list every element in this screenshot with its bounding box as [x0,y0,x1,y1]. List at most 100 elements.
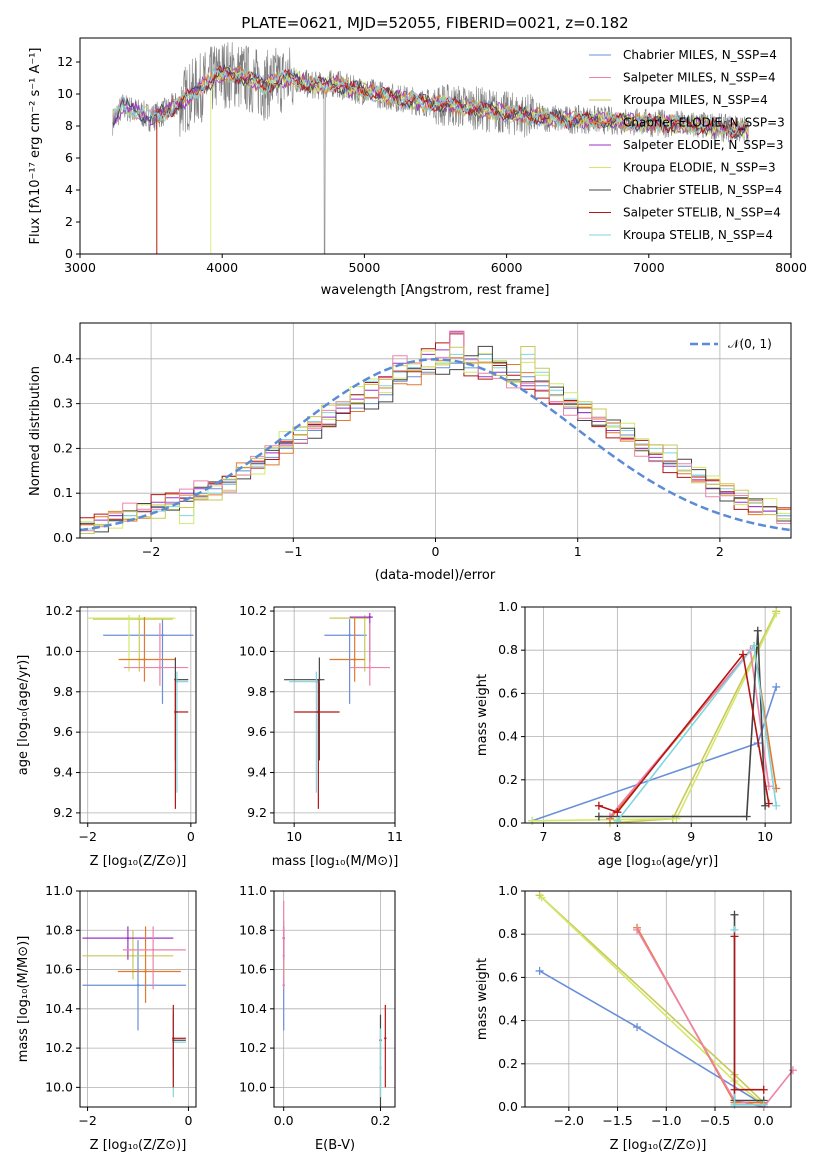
y-tick-label: 10.8 [239,922,267,937]
y-tick-label: 9.8 [53,684,73,699]
weight-marker [613,808,622,817]
weight-marker [730,1085,739,1094]
legend-label: Kroupa ELODIE, N_SSP=3 [623,161,776,175]
data-point [379,1066,382,1069]
weight-marker [759,1100,768,1109]
histogram-xlabel: (data-model)/error [375,568,496,583]
y-tick-label: 10.2 [239,1040,267,1055]
x-tick-label: −1 [284,544,302,559]
x-tick-label: 10 [286,829,302,844]
weight-marker [753,626,762,635]
y-tick-label: 11.0 [45,883,73,898]
y-tick-label: 4 [65,182,73,197]
data-point [384,1037,387,1040]
weight-series-line [532,613,777,822]
age-z-xlabel: Z [log₁₀(Z/Z⊙)] [90,854,187,869]
x-tick-label: 7 [539,829,547,844]
y-tick-label: 0.8 [498,926,518,941]
y-tick-label: 8 [65,118,73,133]
y-tick-label: 10.0 [45,1079,73,1094]
x-tick-label: 1 [574,544,582,559]
mass-z-ylabel: mass [log₁₀(M/M⊙)] [16,936,31,1063]
mass-ebv-axes-frame [273,890,396,1108]
y-tick-label: 0.2 [53,440,73,455]
y-tick-label: 0.4 [498,729,518,744]
data-point [368,615,371,619]
weight-series-line [733,914,764,1102]
weight-marker [788,1066,797,1075]
gaussian-curve [80,358,791,532]
weight-z-xlabel: Z [log₁₀(Z/Z⊙)] [610,1138,707,1153]
y-tick-label: 1.0 [498,599,518,614]
weight-marker [764,799,773,808]
y-tick-label: 9.2 [247,805,267,820]
data-point [175,680,179,683]
weight-marker [535,966,544,975]
x-tick-label: 0.0 [754,1113,774,1128]
legend-label: Salpeter ELODIE, N_SSP=3 [623,138,784,152]
weight-marker [633,925,642,934]
age-z-ylabel: age [log₁₀(age/yr)] [16,655,31,776]
y-tick-label: 10.2 [45,603,73,618]
weight-marker [613,816,622,825]
histogram-ylabel: Normed distribution [28,366,43,496]
y-tick-label: 12 [57,54,73,69]
weight-marker [594,812,603,821]
weight-series-line [636,927,764,1104]
weight-z-ylabel: mass weight [475,958,490,1040]
legend-label: 𝒩(0, 1) [728,337,772,351]
y-tick-label: 10.0 [239,1079,267,1094]
data-point [368,666,371,669]
y-tick-label: 0.0 [498,1099,518,1114]
y-tick-label: 1.0 [498,883,518,898]
mass-vs-metallicity-panel: −2 0 10.0 10.2 10.4 10.6 10.8 11.0 Z [log₁₀(Z/Z… [16,883,197,1153]
weight-marker [594,801,603,810]
weight-marker [730,1100,739,1109]
weight-marker [730,932,739,941]
weight-marker [759,1085,768,1094]
y-tick-label: 0.6 [498,969,518,984]
y-tick-label: 0.3 [53,396,73,411]
weight-series-line [532,686,777,822]
y-tick-label: 0.0 [53,530,73,545]
x-tick-label: −2.0 [554,1113,584,1128]
data-point [144,970,147,973]
y-tick-label: 10.2 [239,603,267,618]
y-tick-label: 0.4 [498,1013,518,1028]
y-tick-label: 10.4 [239,1001,267,1016]
legend-label: Kroupa STELIB, N_SSP=4 [623,228,773,242]
x-tick-label: 5000 [348,260,380,275]
weight-z-axes-frame [524,890,792,1108]
data-point [126,936,130,940]
x-tick-label: 0.2 [371,1113,391,1128]
weight-marker [750,641,759,650]
y-tick-label: 0.2 [498,1056,518,1071]
data-point [353,658,356,661]
y-tick-label: 10.6 [45,962,73,977]
weight-marker [738,650,747,659]
x-tick-label: 11 [387,829,403,844]
model-spectrum-line [210,65,749,254]
legend-label: Kroupa MILES, N_SSP=4 [623,93,768,107]
weight-marker [772,801,781,810]
mass-ebv-xlabel: E(B-V) [315,1138,355,1153]
weight-age-axes-frame [524,606,792,824]
y-tick-label: 0.1 [53,485,73,500]
x-tick-label: 0 [432,544,440,559]
histogram-series [80,330,791,532]
histogram-series [80,346,791,534]
age-mass-xlabel: mass [log₁₀(M/M⊙)] [272,854,399,869]
data-point [143,658,146,661]
x-tick-label: 8 [613,829,621,844]
x-tick-label: 2 [716,544,724,559]
age-vs-mass-panel: 10 11 9.2 9.4 9.6 9.8 10.0 10.2 mass [log₁₀(M/M… [239,603,403,869]
weight-marker [742,812,751,821]
model-spectrum-line [112,68,748,139]
y-tick-label: 0.8 [498,642,518,657]
y-tick-label: 10.8 [45,922,73,937]
y-tick-label: 9.4 [247,765,267,780]
spectrum-axes-frame [79,37,792,255]
x-tick-label: 8000 [775,260,807,275]
data-point [172,1037,175,1040]
